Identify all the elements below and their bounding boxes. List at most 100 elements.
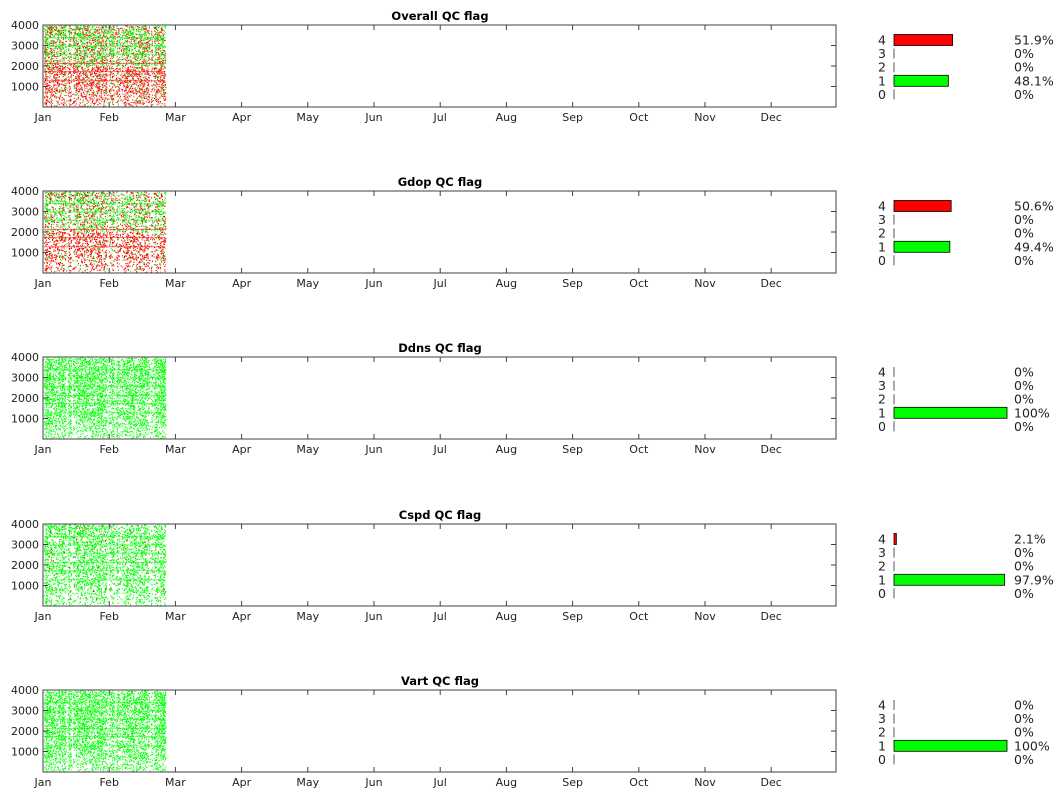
data-point xyxy=(142,90,144,92)
data-point xyxy=(85,31,87,33)
data-point xyxy=(92,103,94,104)
data-point xyxy=(124,97,126,99)
data-point xyxy=(97,78,99,80)
data-point xyxy=(61,69,63,71)
data-point xyxy=(62,46,63,48)
data-point xyxy=(157,99,159,101)
data-point xyxy=(155,93,157,95)
data-point xyxy=(161,96,163,97)
data-point xyxy=(147,38,149,40)
data-point xyxy=(159,50,161,52)
data-point xyxy=(136,103,138,105)
data-point xyxy=(118,33,120,34)
data-point xyxy=(88,101,90,103)
data-point xyxy=(72,46,74,48)
data-point xyxy=(50,91,52,93)
data-point xyxy=(111,40,113,42)
data-point xyxy=(138,29,140,31)
data-point xyxy=(160,36,162,38)
data-point xyxy=(118,35,120,37)
data-point xyxy=(91,91,93,93)
data-point xyxy=(158,54,160,56)
data-point xyxy=(109,58,111,60)
data-point xyxy=(161,87,162,89)
data-point xyxy=(106,48,108,50)
data-point xyxy=(46,84,48,86)
data-point xyxy=(102,50,104,52)
data-point xyxy=(96,41,98,43)
data-point xyxy=(160,75,162,77)
data-point xyxy=(90,96,92,98)
data-point xyxy=(97,93,98,95)
data-point xyxy=(110,76,112,78)
data-point xyxy=(116,79,118,81)
data-point xyxy=(54,69,56,71)
data-point xyxy=(99,58,101,60)
data-point xyxy=(80,32,82,34)
data-point xyxy=(46,100,47,102)
data-point xyxy=(105,67,107,69)
data-point xyxy=(103,82,105,84)
data-streak xyxy=(44,37,166,39)
data-point xyxy=(46,49,48,51)
data-point xyxy=(106,35,108,37)
data-point xyxy=(148,48,150,50)
data-point xyxy=(140,96,142,98)
data-point xyxy=(105,89,107,91)
data-point xyxy=(112,28,114,30)
data-point xyxy=(151,43,153,45)
data-point xyxy=(160,101,161,103)
data-point xyxy=(76,50,78,52)
data-point xyxy=(136,84,138,86)
data-point xyxy=(123,86,125,88)
data-point xyxy=(58,76,60,78)
data-point xyxy=(75,42,77,44)
data-point xyxy=(117,86,119,88)
data-point xyxy=(136,46,138,48)
data-point xyxy=(84,87,86,89)
data-point xyxy=(131,86,133,88)
data-point xyxy=(81,28,82,30)
data-point xyxy=(149,94,151,95)
data-point xyxy=(76,65,78,67)
data-point xyxy=(74,35,75,37)
data-point xyxy=(59,43,61,45)
data-point xyxy=(138,96,140,98)
data-point xyxy=(53,61,54,63)
data-point xyxy=(134,92,136,94)
data-point xyxy=(102,64,104,65)
data-point xyxy=(54,48,56,50)
data-point xyxy=(139,85,141,87)
data-point xyxy=(49,43,50,45)
data-point xyxy=(164,56,166,58)
data-point xyxy=(148,51,150,53)
data-point xyxy=(65,38,67,40)
data-point xyxy=(165,39,166,41)
data-point xyxy=(107,49,108,51)
data-point xyxy=(101,49,103,51)
data-point xyxy=(84,74,86,76)
data-point xyxy=(76,99,78,100)
data-point xyxy=(128,54,130,56)
data-point xyxy=(62,41,64,43)
data-point xyxy=(102,76,104,78)
data-point xyxy=(117,80,119,82)
data-point xyxy=(120,27,121,29)
data-point xyxy=(96,91,98,92)
data-point xyxy=(77,28,79,30)
data-point xyxy=(106,75,108,77)
data-point xyxy=(96,32,98,33)
data-point xyxy=(155,27,157,29)
data-point xyxy=(162,74,164,76)
data-point xyxy=(112,68,114,69)
data-point xyxy=(146,92,148,94)
data-point xyxy=(97,64,99,66)
data-point xyxy=(68,58,70,60)
data-point xyxy=(109,32,111,34)
data-point xyxy=(121,90,123,92)
data-point xyxy=(89,32,91,34)
data-point xyxy=(165,92,167,94)
data-point xyxy=(64,58,66,60)
data-point xyxy=(68,48,69,50)
data-point xyxy=(88,66,90,68)
